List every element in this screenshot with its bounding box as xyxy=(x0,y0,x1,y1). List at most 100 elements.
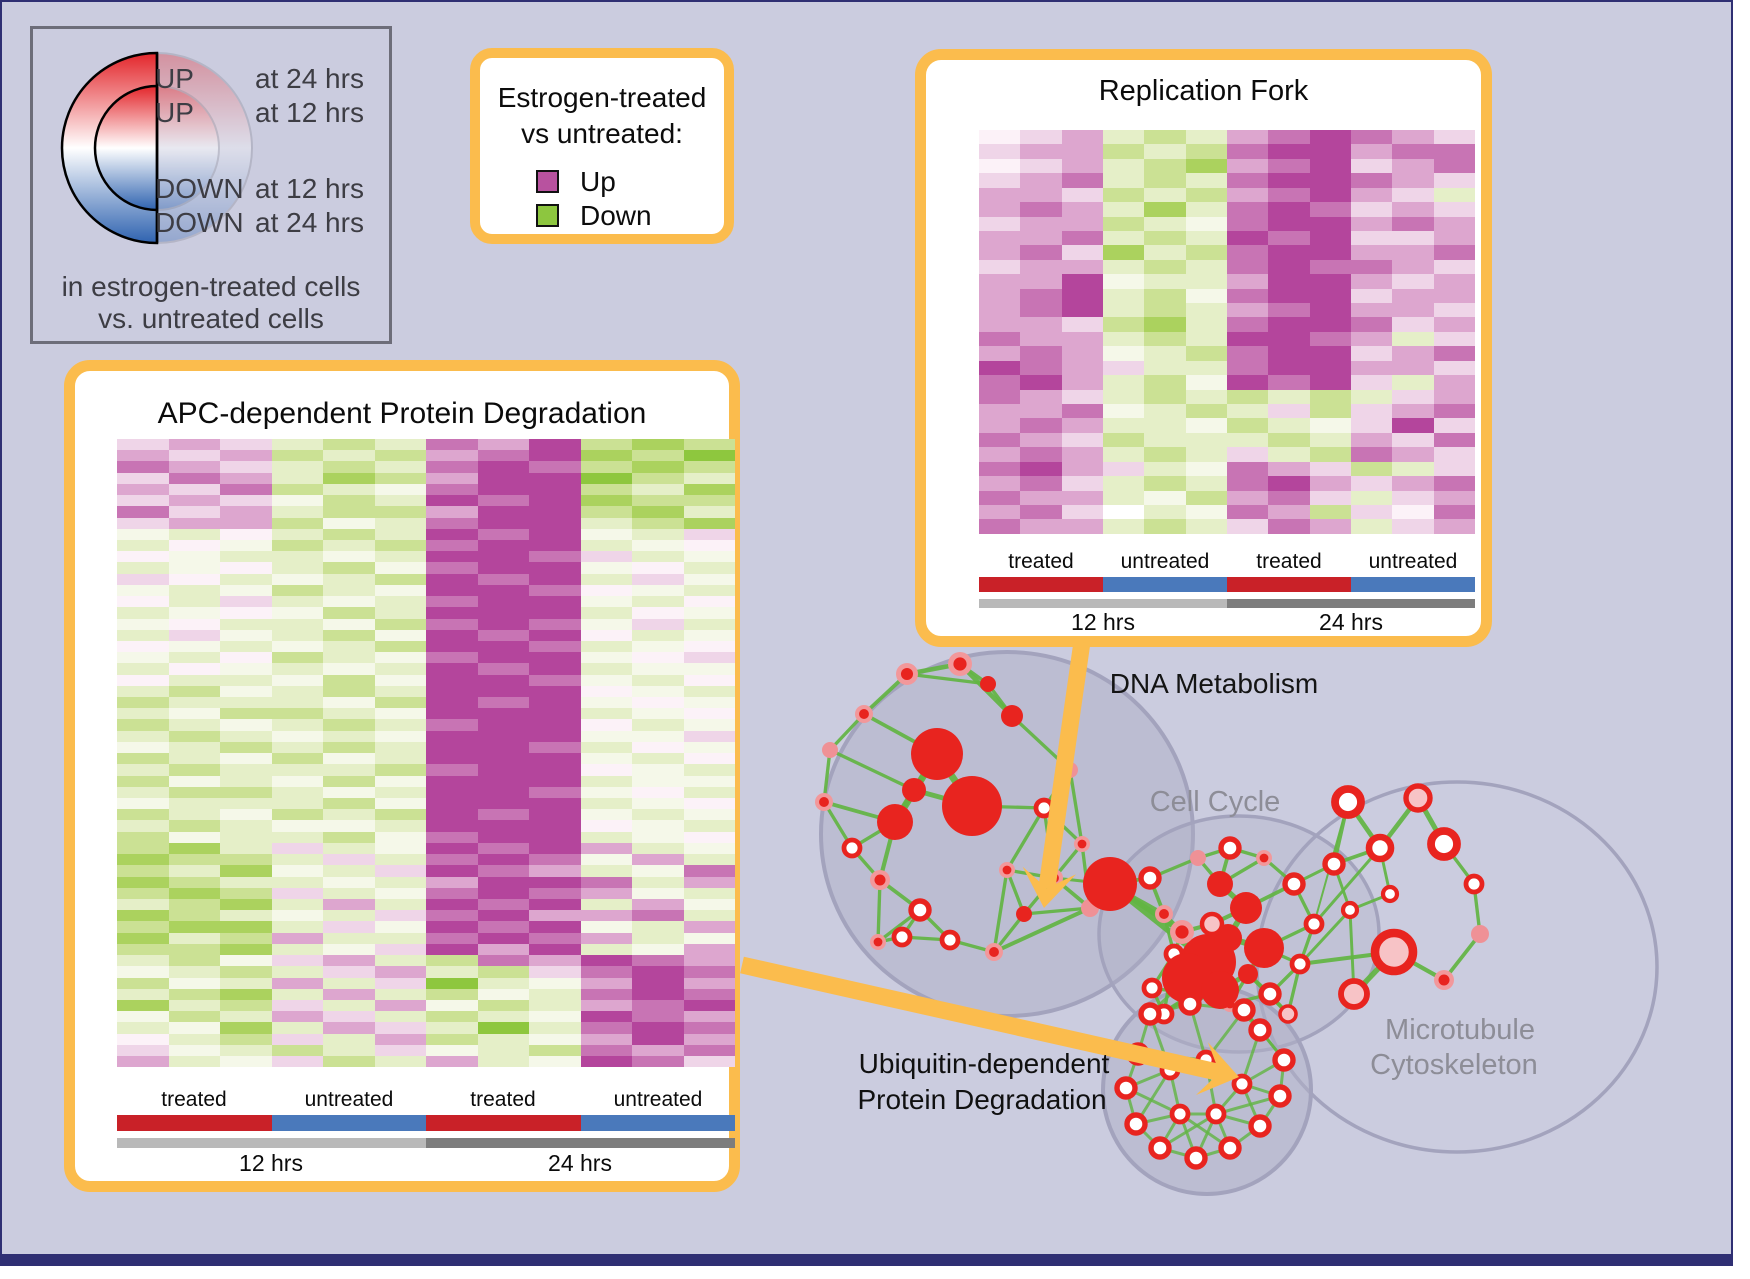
node-solid-red xyxy=(1238,964,1258,984)
heatmap-cell xyxy=(1226,288,1269,304)
heatmap-cell xyxy=(374,988,426,1000)
heatmap-cell xyxy=(529,898,581,911)
heatmap-cell xyxy=(374,798,426,810)
heatmap-cell xyxy=(1185,476,1227,491)
heatmap-cell xyxy=(426,472,478,484)
heatmap-cell xyxy=(1020,331,1062,347)
heatmap-row xyxy=(979,331,1475,347)
heatmap-cell xyxy=(477,966,529,978)
heatmap-cell xyxy=(529,506,581,518)
heatmap-cell xyxy=(477,775,529,787)
heatmap-cell xyxy=(1392,144,1434,159)
node-solid-red xyxy=(1180,934,1236,990)
heatmap-cell xyxy=(220,1011,272,1023)
connector-arrows xyxy=(740,640,1239,1095)
heatmap-cell xyxy=(580,876,632,888)
network-edge xyxy=(1415,796,1447,846)
network-edge xyxy=(1229,846,1265,860)
heatmap-row xyxy=(979,490,1475,505)
heatmap-cell xyxy=(220,528,272,540)
heatmap-cell xyxy=(323,629,375,641)
heatmap-cell xyxy=(1350,303,1393,318)
heatmap-cell xyxy=(1102,490,1145,505)
heatmap-cell xyxy=(632,876,684,888)
heatmap-cell xyxy=(1020,360,1062,376)
heatmap-cell xyxy=(271,652,323,664)
heatmap-cell xyxy=(117,753,169,765)
heatmap-cell xyxy=(1309,504,1351,520)
heatmap-cell xyxy=(1185,259,1227,275)
heatmap-cell xyxy=(1102,404,1145,419)
heatmap-cell xyxy=(632,483,684,496)
heatmap-cell xyxy=(1020,274,1062,289)
heatmap-cell xyxy=(683,450,735,462)
network-edge xyxy=(1053,876,1111,886)
heatmap-cell xyxy=(1144,519,1186,534)
heatmap-cell xyxy=(323,506,375,518)
network-edge xyxy=(971,804,1045,810)
heatmap-cell xyxy=(117,854,169,866)
network-edge xyxy=(1219,856,1265,886)
heatmap-cell xyxy=(1268,476,1310,491)
heatmap-cell xyxy=(632,999,684,1012)
heatmap-cell xyxy=(529,786,581,798)
network-edge xyxy=(1211,906,1247,926)
heatmap-cell xyxy=(683,865,735,877)
heatmap-cell xyxy=(1226,476,1269,491)
heatmap-cell xyxy=(1185,216,1227,231)
cluster-label-cell-cycle: Cell Cycle xyxy=(1149,786,1281,818)
network-edge xyxy=(1268,992,1290,1016)
heatmap-row xyxy=(117,1033,735,1045)
heatmap-cell xyxy=(1350,404,1393,419)
heatmap-cell xyxy=(271,775,323,787)
heatmap-cell xyxy=(271,663,323,675)
heatmap-cell xyxy=(477,820,529,832)
heatmap-cell xyxy=(1185,432,1227,448)
heatmap-cell xyxy=(477,483,529,496)
heatmap-cell xyxy=(1144,130,1186,145)
heatmap-cell xyxy=(1185,245,1227,260)
heatmap-cell xyxy=(220,562,272,574)
heatmap-cell xyxy=(477,551,529,563)
heatmap-cell xyxy=(168,943,220,956)
heatmap-cell xyxy=(683,562,735,574)
heatmap-cell xyxy=(632,506,684,518)
network-edge xyxy=(1333,846,1381,866)
heatmap-cell xyxy=(220,809,272,821)
network-edge xyxy=(1214,1113,1232,1149)
heatmap-cell xyxy=(1309,245,1351,260)
network-edge xyxy=(901,935,951,942)
heatmap-cell xyxy=(426,842,478,855)
heatmap-cell xyxy=(117,663,169,675)
heatmap-cell xyxy=(168,876,220,888)
time-label-12hrs: 12 hrs xyxy=(239,1150,303,1176)
heatmap-cell xyxy=(1433,519,1475,534)
heatmap-cell xyxy=(220,1056,272,1068)
node-ring-white xyxy=(1282,872,1306,896)
heatmap-cell xyxy=(1268,158,1310,174)
heatmap-cell xyxy=(477,450,529,462)
heatmap-cell xyxy=(580,584,632,597)
heatmap-cell xyxy=(1309,303,1351,318)
heatmap-cell xyxy=(168,1044,220,1057)
heatmap-cell xyxy=(1433,288,1475,304)
updown-legend-title-line2: vs untreated: xyxy=(521,118,683,149)
network-edge xyxy=(1178,1113,1198,1159)
heatmap-cell xyxy=(1185,504,1227,520)
heatmap-cell xyxy=(1144,288,1186,304)
heatmap-cell xyxy=(1226,259,1269,275)
heatmap-cell xyxy=(529,887,581,899)
heatmap-cell xyxy=(426,1056,478,1068)
heatmap-cell xyxy=(529,461,581,473)
heatmap-cell xyxy=(1226,216,1269,231)
heatmap-cell xyxy=(220,539,272,552)
heatmap-cell xyxy=(1392,447,1434,462)
heatmap-cell xyxy=(374,495,426,507)
heatmap-cell xyxy=(683,708,735,720)
heatmap-cell xyxy=(220,685,272,698)
heatmap-cell xyxy=(979,360,1021,376)
heatmap-cell xyxy=(426,887,478,899)
heatmap-cell xyxy=(168,854,220,866)
network-edge xyxy=(1134,1069,1172,1125)
heatmap-row xyxy=(979,360,1475,376)
